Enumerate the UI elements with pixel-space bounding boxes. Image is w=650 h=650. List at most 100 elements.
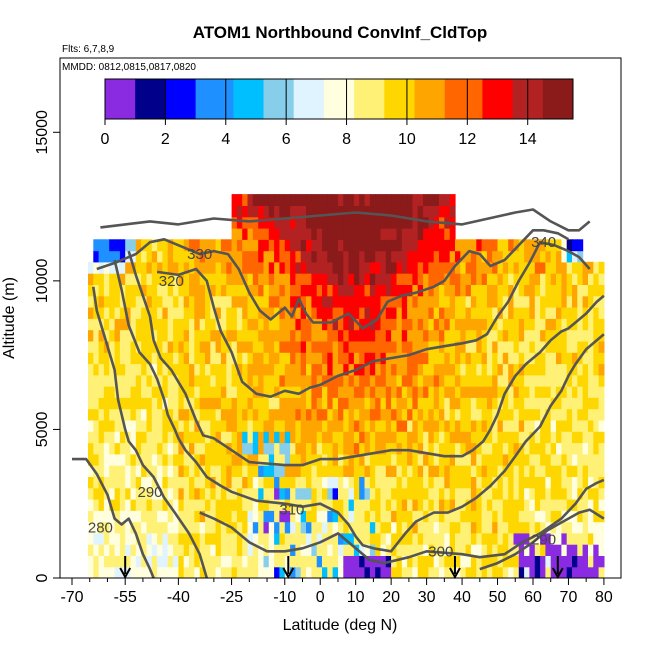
heatmap-cell xyxy=(189,419,195,432)
heatmap-cell xyxy=(460,555,467,568)
heatmap-cell xyxy=(502,408,509,421)
colorbar-segment xyxy=(203,79,212,119)
heatmap-cell xyxy=(88,566,94,578)
colorbar-segment xyxy=(331,79,340,119)
heatmap-cell xyxy=(338,397,344,410)
heatmap-cell xyxy=(545,374,552,387)
heatmap-cell xyxy=(332,521,339,534)
heatmap-cell xyxy=(375,363,382,376)
heatmap-cell xyxy=(423,476,429,489)
heatmap-cell xyxy=(135,544,142,556)
colorbar-segment xyxy=(384,79,393,119)
heatmap-cell xyxy=(167,397,174,410)
heatmap-cell xyxy=(311,228,318,240)
heatmap-cell xyxy=(306,273,312,285)
heatmap-cell xyxy=(577,476,584,489)
heatmap-cell xyxy=(417,544,424,556)
heatmap-cell xyxy=(242,352,249,365)
heatmap-cell xyxy=(242,261,249,274)
heatmap-cell xyxy=(332,363,339,376)
heatmap-cell xyxy=(598,544,605,556)
heatmap-cell xyxy=(449,363,456,376)
heatmap-cell xyxy=(449,386,456,398)
heatmap-cell xyxy=(263,205,270,218)
heatmap-cell xyxy=(529,510,536,523)
heatmap-cell xyxy=(380,487,387,500)
colorbar-segment xyxy=(361,79,370,119)
heatmap-cell xyxy=(231,453,238,466)
heatmap-cell xyxy=(274,194,280,206)
heatmap-cell xyxy=(284,273,291,285)
heatmap-cell xyxy=(162,566,169,578)
heatmap-cell xyxy=(247,453,254,466)
heatmap-cell xyxy=(433,261,440,274)
heatmap-cell xyxy=(274,397,280,410)
heatmap-cell xyxy=(98,386,105,398)
heatmap-cell xyxy=(316,555,323,568)
heatmap-cell xyxy=(385,532,392,545)
heatmap-cell xyxy=(566,521,573,534)
heatmap-cell xyxy=(412,555,419,568)
heatmap-cell xyxy=(439,408,445,421)
heatmap-cell xyxy=(130,465,137,477)
heatmap-cell xyxy=(518,465,525,477)
heatmap-cell xyxy=(455,453,461,466)
heatmap-cell xyxy=(306,397,312,410)
heatmap-cell xyxy=(205,363,211,376)
heatmap-cells xyxy=(88,194,605,578)
heatmap-cell xyxy=(508,419,515,432)
heatmap-cell xyxy=(369,408,376,421)
heatmap-cell xyxy=(332,532,339,545)
heatmap-cell xyxy=(194,284,201,297)
heatmap-cell xyxy=(300,499,307,511)
heatmap-cell xyxy=(109,487,116,500)
heatmap-cell xyxy=(194,352,201,365)
heatmap-cell xyxy=(343,408,350,421)
heatmap-cell xyxy=(423,408,429,421)
heatmap-cell xyxy=(593,532,600,545)
heatmap-cell xyxy=(433,532,440,545)
heatmap-cell xyxy=(252,205,259,218)
x-tick-label: -55 xyxy=(114,589,137,606)
heatmap-cell xyxy=(385,419,392,432)
x-tick-label: 40 xyxy=(453,589,471,606)
heatmap-cell xyxy=(316,318,323,331)
heatmap-cell xyxy=(561,239,568,252)
heatmap-cell xyxy=(290,521,296,534)
heatmap-cell xyxy=(518,453,525,466)
heatmap-cell xyxy=(486,499,493,511)
heatmap-cell xyxy=(88,329,94,342)
heatmap-cell xyxy=(119,374,126,387)
heatmap-cell xyxy=(550,442,557,455)
heatmap-cell xyxy=(125,419,132,432)
heatmap-cell xyxy=(572,352,578,365)
heatmap-cell xyxy=(439,487,445,500)
heatmap-cell xyxy=(545,261,552,274)
heatmap-cell xyxy=(550,307,557,319)
heatmap-cell xyxy=(263,261,270,274)
heatmap-cell xyxy=(577,510,584,523)
heatmap-cell xyxy=(183,408,190,421)
heatmap-cell xyxy=(130,408,137,421)
heatmap-cell xyxy=(311,544,318,556)
heatmap-cell xyxy=(486,544,493,556)
heatmap-cell xyxy=(306,442,312,455)
heatmap-cell xyxy=(327,408,334,421)
heatmap-cell xyxy=(572,566,578,578)
heatmap-cell xyxy=(215,329,222,342)
heatmap-cell xyxy=(513,499,520,511)
heatmap-cell xyxy=(460,487,467,500)
heatmap-cell xyxy=(338,239,344,252)
heatmap-cell xyxy=(103,442,110,455)
heatmap-cell xyxy=(178,363,185,376)
heatmap-cell xyxy=(588,476,594,489)
heatmap-cell xyxy=(306,408,312,421)
heatmap-cell xyxy=(513,532,520,545)
heatmap-cell xyxy=(205,273,211,285)
heatmap-cell xyxy=(343,284,350,297)
heatmap-cell xyxy=(534,419,541,432)
heatmap-cell xyxy=(348,442,355,455)
heatmap-cell xyxy=(242,544,249,556)
heatmap-cell xyxy=(146,419,153,432)
heatmap-cell xyxy=(268,318,275,331)
